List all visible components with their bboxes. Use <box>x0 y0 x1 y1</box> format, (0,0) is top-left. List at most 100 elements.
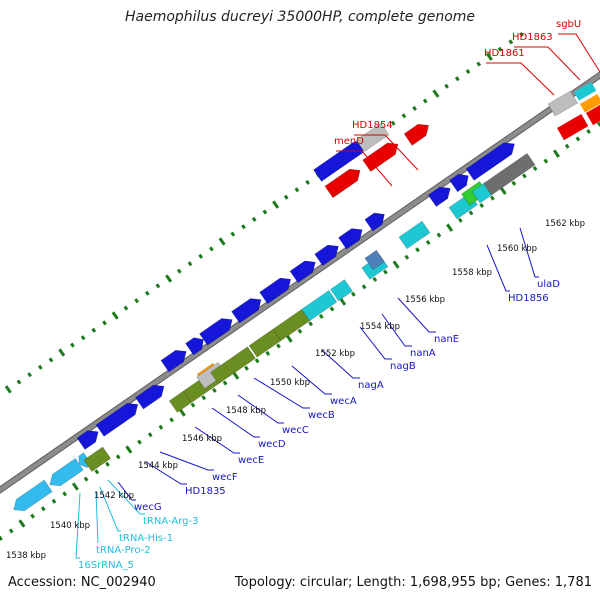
tick-mark <box>412 105 417 111</box>
feature-glyph <box>557 113 589 141</box>
tick-mark <box>465 69 471 74</box>
inner-tick-row <box>0 121 600 541</box>
tick-mark <box>144 290 150 296</box>
outer-tick-row <box>4 32 524 394</box>
tick-mark <box>476 61 482 67</box>
tick-mark <box>432 89 440 98</box>
tick-mark <box>94 469 100 475</box>
feature-glyph <box>13 479 53 512</box>
feature-glyph <box>76 430 99 450</box>
label-leader <box>75 492 81 559</box>
gene-label-ulad: ulaD <box>537 279 560 290</box>
gene-label-wecf: wecF <box>212 472 238 483</box>
tick-mark <box>48 357 54 363</box>
feature-glyph <box>231 298 262 324</box>
tick-mark <box>58 348 66 357</box>
backbone-line <box>0 72 600 493</box>
gene-label-mend: menD <box>334 136 364 147</box>
gene-label-hd1856: HD1856 <box>508 293 549 304</box>
tick-mark <box>80 335 86 341</box>
tick-mark <box>201 395 207 401</box>
gene-label-nagb: nagB <box>390 361 416 372</box>
gene-label-trna-pro-2: tRNA-Pro-2 <box>96 545 151 556</box>
feature-glyph <box>465 142 515 181</box>
tick-mark <box>308 321 313 327</box>
tick-mark <box>511 180 517 186</box>
scale-tick-label: 1562 kbp <box>545 219 585 229</box>
tick-mark <box>83 476 89 482</box>
feature-glyph <box>579 93 600 113</box>
feature-glyph <box>49 458 84 487</box>
tick-mark <box>490 195 495 201</box>
tick-mark <box>62 491 68 497</box>
tick-mark <box>444 83 449 89</box>
feature-glyph <box>289 260 316 284</box>
tick-mark <box>230 231 236 237</box>
tick-mark <box>265 350 271 356</box>
feature-glyph <box>586 103 600 126</box>
tick-mark <box>383 269 388 275</box>
label-leader <box>99 486 121 532</box>
scale-tick-label: 1560 kbp <box>497 244 537 254</box>
tick-mark <box>390 120 396 126</box>
label-leader <box>237 394 284 424</box>
tick-mark <box>209 246 214 252</box>
scale-tick-label: 1552 kbp <box>315 349 355 359</box>
feature-glyph <box>199 318 233 346</box>
tick-mark <box>222 380 228 386</box>
tick-mark <box>187 261 193 267</box>
tick-mark <box>329 306 335 312</box>
label-leader <box>321 349 360 379</box>
feature-glyph <box>427 186 451 207</box>
tick-mark <box>251 216 257 222</box>
scale-tick-label: 1546 kbp <box>182 434 222 444</box>
label-leader <box>145 461 187 485</box>
tick-mark <box>212 387 217 393</box>
tick-mark <box>272 200 280 209</box>
tick-mark <box>294 187 300 193</box>
label-leader <box>519 227 539 278</box>
label-leader <box>359 326 392 360</box>
tick-mark <box>262 209 268 215</box>
label-leader <box>194 426 240 454</box>
scale-tick-label: 1558 kbp <box>452 268 492 278</box>
feature-glyph <box>160 349 187 373</box>
tick-mark <box>285 334 293 343</box>
tick-mark <box>70 342 75 348</box>
gene-label-16srrna_5: 16SrRNA_5 <box>78 560 134 571</box>
feature-glyph <box>338 228 363 250</box>
feature-glyph <box>398 220 431 250</box>
feature-glyph <box>248 328 282 358</box>
gene-label-wece: wecE <box>238 455 264 466</box>
gene-label-nane: nanE <box>434 334 459 345</box>
scale-tick-label: 1554 kbp <box>360 322 400 332</box>
tick-mark <box>543 158 549 164</box>
tick-mark <box>318 313 324 319</box>
feature-glyph <box>324 168 361 199</box>
tick-mark <box>91 327 97 333</box>
tick-mark <box>232 371 240 380</box>
tick-mark <box>169 417 174 423</box>
gene-label-wecb: wecB <box>308 410 335 421</box>
tick-mark <box>532 166 538 171</box>
feature-glyph <box>168 390 192 413</box>
feature-glyph <box>362 142 399 172</box>
gene-label-hd1835: HD1835 <box>185 486 226 497</box>
tick-mark <box>178 408 186 417</box>
gene-label-sgbu: sgbU <box>556 19 581 30</box>
tick-mark <box>190 402 196 408</box>
tick-mark <box>4 385 12 394</box>
feature-glyph <box>355 122 390 153</box>
feature-glyph <box>272 308 311 342</box>
tick-mark <box>454 76 460 82</box>
label-leader <box>291 365 332 395</box>
feature-glyph <box>95 402 139 437</box>
tick-mark <box>457 217 463 223</box>
tick-mark <box>134 298 139 304</box>
tick-mark <box>125 445 133 454</box>
label-leader <box>95 491 99 544</box>
label-leader <box>381 313 412 347</box>
label-leader <box>117 481 136 501</box>
